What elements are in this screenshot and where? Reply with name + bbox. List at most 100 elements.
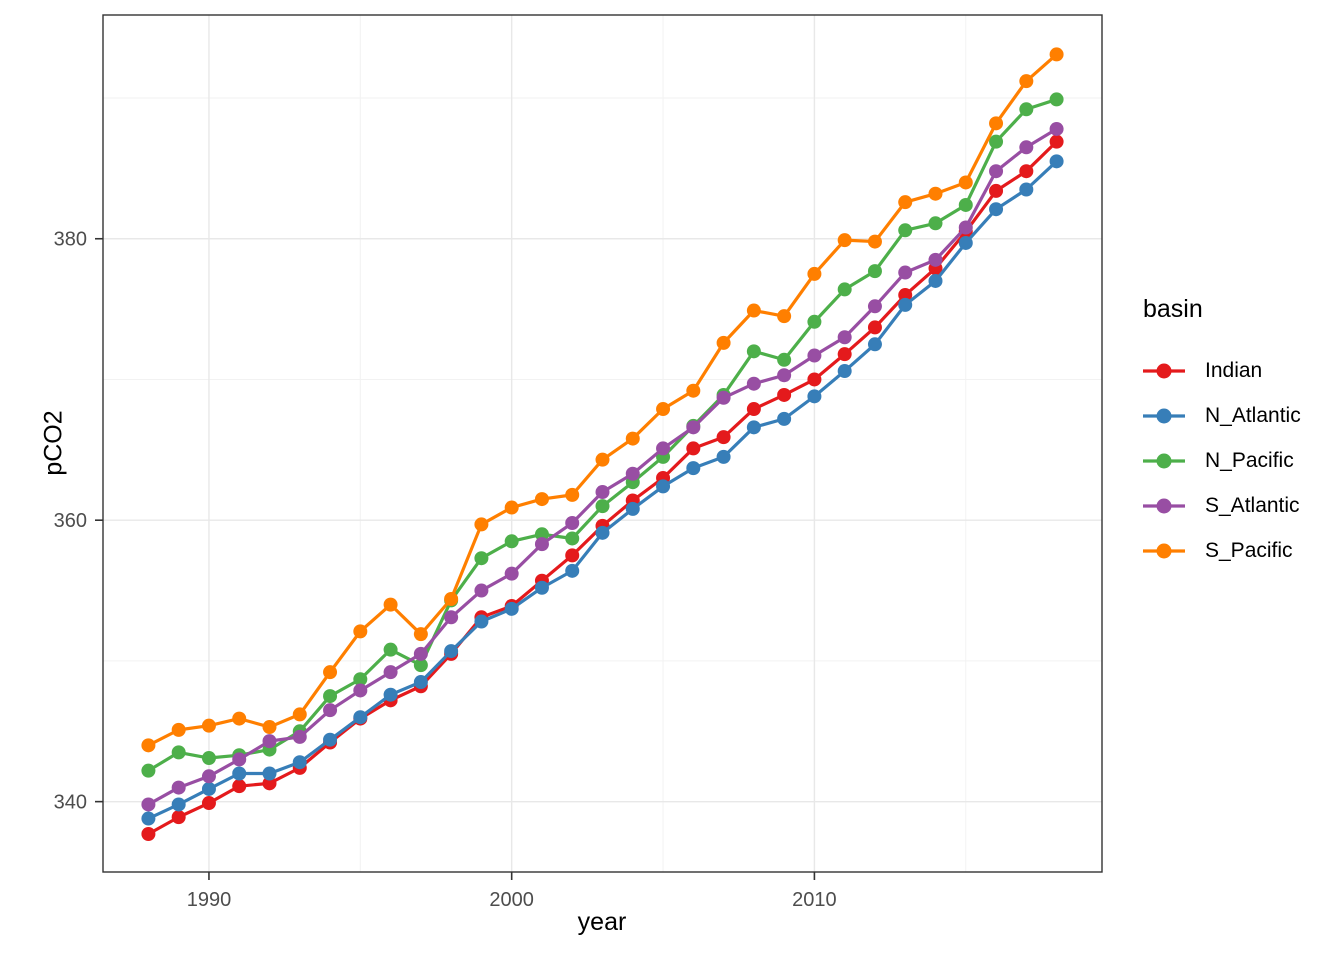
data-point-N_Atlantic	[777, 411, 792, 426]
data-point-N_Atlantic	[746, 420, 761, 435]
data-point-N_Atlantic	[928, 273, 943, 288]
data-point-Indian	[807, 372, 822, 387]
data-point-S_Atlantic	[867, 299, 882, 314]
data-point-S_Pacific	[837, 233, 852, 248]
data-point-S_Pacific	[898, 195, 913, 210]
data-point-S_Pacific	[565, 487, 580, 502]
legend-item-s-pacific: S_Pacific	[1143, 528, 1343, 573]
data-point-S_Atlantic	[1019, 140, 1034, 155]
data-point-S_Pacific	[867, 234, 882, 249]
legend-key-n-atlantic	[1143, 408, 1185, 423]
data-point-S_Atlantic	[292, 729, 307, 744]
x-tick-label: 1990	[187, 889, 232, 911]
data-point-Indian	[141, 827, 156, 842]
data-point-N_Atlantic	[898, 297, 913, 312]
data-point-Indian	[686, 441, 701, 456]
data-point-S_Atlantic	[595, 485, 610, 500]
legend-item-n-pacific: N_Pacific	[1143, 438, 1343, 483]
legend-key-s-atlantic	[1143, 498, 1185, 513]
data-point-S_Pacific	[686, 383, 701, 398]
data-point-N_Atlantic	[595, 525, 610, 540]
data-point-S_Atlantic	[1049, 121, 1064, 136]
data-point-N_Atlantic	[474, 614, 489, 629]
data-point-S_Atlantic	[201, 769, 216, 784]
y-axis-title: pCO2	[39, 410, 68, 476]
legend-title: basin	[1143, 295, 1203, 323]
data-point-S_Pacific	[807, 266, 822, 281]
y-tick-label: 340	[54, 792, 87, 814]
data-point-N_Pacific	[837, 282, 852, 297]
data-point-S_Pacific	[595, 452, 610, 467]
data-point-N_Pacific	[807, 314, 822, 329]
legend-label-n-pacific: N_Pacific	[1205, 448, 1294, 472]
data-point-S_Atlantic	[928, 252, 943, 267]
legend-item-n-atlantic: N_Atlantic	[1143, 393, 1343, 438]
data-point-S_Atlantic	[232, 752, 247, 767]
legend-key-point	[1156, 543, 1172, 558]
data-point-N_Pacific	[504, 534, 519, 549]
data-point-N_Atlantic	[837, 364, 852, 379]
data-point-N_Atlantic	[141, 811, 156, 826]
data-point-S_Pacific	[958, 175, 973, 190]
data-point-S_Atlantic	[383, 665, 398, 680]
data-point-S_Pacific	[1019, 74, 1034, 89]
data-point-S_Atlantic	[141, 797, 156, 812]
x-tick-label: 2000	[489, 889, 534, 911]
data-point-S_Atlantic	[686, 420, 701, 435]
data-point-S_Atlantic	[656, 441, 671, 456]
data-point-Indian	[777, 387, 792, 402]
data-point-S_Pacific	[716, 335, 731, 350]
data-point-S_Atlantic	[958, 220, 973, 235]
legend-label-s-pacific: S_Pacific	[1205, 538, 1293, 562]
data-point-N_Atlantic	[716, 449, 731, 464]
data-point-N_Atlantic	[1049, 154, 1064, 169]
data-point-N_Atlantic	[353, 710, 368, 725]
data-point-S_Atlantic	[565, 516, 580, 531]
data-point-S_Pacific	[232, 711, 247, 726]
data-point-S_Pacific	[262, 720, 277, 735]
data-point-N_Atlantic	[867, 337, 882, 352]
data-point-Indian	[867, 320, 882, 335]
data-point-S_Atlantic	[323, 703, 338, 718]
data-point-N_Pacific	[565, 531, 580, 546]
data-point-S_Atlantic	[716, 390, 731, 405]
data-point-Indian	[201, 796, 216, 811]
data-point-S_Atlantic	[625, 466, 640, 481]
data-point-Indian	[837, 347, 852, 362]
data-point-Indian	[716, 430, 731, 445]
legend-label-n-atlantic: N_Atlantic	[1205, 403, 1301, 427]
legend: basin Indian N_Atlantic N_Pacific S_Atla…	[1143, 295, 1343, 573]
data-point-S_Pacific	[534, 492, 549, 507]
data-point-N_Atlantic	[1019, 182, 1034, 197]
legend-key-point	[1156, 498, 1172, 513]
data-point-N_Atlantic	[958, 235, 973, 250]
data-point-N_Atlantic	[625, 501, 640, 516]
data-point-S_Pacific	[444, 591, 459, 606]
data-point-Indian	[989, 183, 1004, 198]
legend-key-n-pacific	[1143, 453, 1185, 468]
data-point-S_Atlantic	[262, 734, 277, 749]
data-point-N_Atlantic	[323, 732, 338, 747]
legend-key-point	[1156, 408, 1172, 423]
data-point-N_Atlantic	[413, 675, 428, 690]
data-point-S_Pacific	[201, 718, 216, 733]
legend-key-indian	[1143, 363, 1185, 378]
data-point-S_Pacific	[353, 624, 368, 639]
data-point-S_Atlantic	[898, 265, 913, 280]
data-point-S_Atlantic	[534, 537, 549, 552]
data-point-N_Pacific	[595, 499, 610, 514]
data-point-N_Pacific	[201, 751, 216, 766]
data-point-N_Pacific	[171, 745, 186, 760]
data-point-S_Atlantic	[444, 610, 459, 625]
data-point-S_Pacific	[504, 500, 519, 515]
data-point-S_Pacific	[777, 309, 792, 324]
data-point-N_Atlantic	[262, 766, 277, 781]
data-point-N_Pacific	[989, 134, 1004, 149]
data-point-S_Pacific	[383, 597, 398, 612]
data-point-N_Atlantic	[292, 755, 307, 770]
data-point-S_Pacific	[656, 402, 671, 417]
legend-label-indian: Indian	[1205, 358, 1263, 382]
data-point-S_Atlantic	[353, 683, 368, 698]
